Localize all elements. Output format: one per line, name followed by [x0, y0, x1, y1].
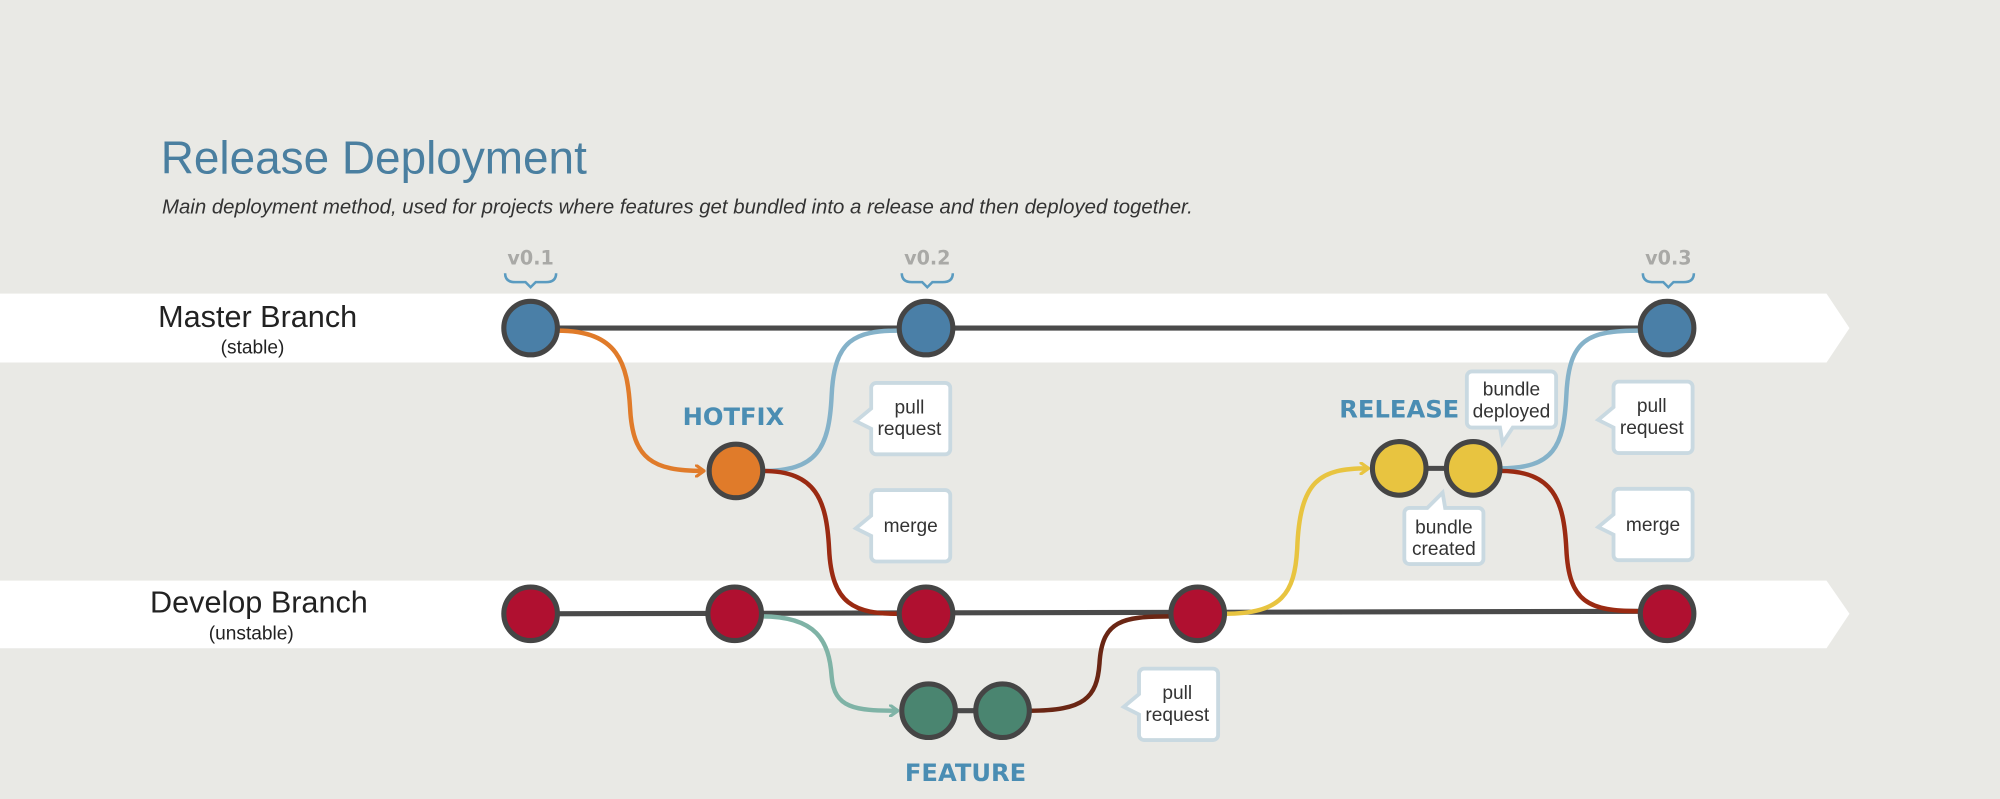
branch-name: Master Branch [158, 300, 357, 334]
callout [852, 381, 953, 457]
callout [1402, 488, 1486, 566]
nodes [501, 298, 1697, 741]
hotfix-merge [762, 468, 900, 617]
commit [1369, 439, 1429, 498]
commit [1637, 298, 1697, 358]
callout-text: created [1412, 539, 1476, 560]
hotfix-label: HOTFIX [683, 403, 785, 431]
develop-line [530, 608, 1668, 617]
callout-text: request [1145, 705, 1209, 726]
callout [1594, 486, 1695, 563]
callout [1120, 666, 1221, 742]
commit [973, 681, 1032, 741]
commit [1637, 584, 1697, 644]
feature-branch [761, 614, 896, 710]
release-label: RELEASE [1339, 395, 1459, 423]
callout [852, 488, 953, 564]
callout-text: pull [1162, 683, 1192, 704]
commit [501, 584, 560, 644]
release-merge [1499, 468, 1641, 614]
commit [706, 441, 766, 501]
version: v0.2 [904, 246, 950, 269]
hotfix-branch [557, 328, 702, 471]
version: v0.1 [507, 246, 553, 269]
release-branch [1224, 468, 1367, 617]
callout-text: pull [1637, 396, 1667, 417]
brace [1641, 273, 1696, 290]
commit [896, 298, 956, 358]
commit [501, 298, 560, 358]
release-merge [1499, 328, 1641, 471]
branch-name: Develop Branch [150, 586, 368, 620]
callout-text: merge [1626, 515, 1680, 536]
commit [705, 584, 765, 644]
title: Release Deployment [161, 132, 587, 184]
callout-text: deployed [1473, 401, 1551, 422]
callout [1594, 379, 1695, 455]
callout-text: request [1620, 418, 1684, 439]
feature-merge [1029, 614, 1171, 713]
callout-text: pull [895, 398, 925, 419]
branch-note: (unstable) [209, 623, 294, 644]
hotfix-merge [762, 328, 900, 474]
branch-note: (stable) [221, 338, 285, 359]
version: v0.3 [1645, 246, 1691, 269]
subtitle: Main deployment method, used for project… [162, 196, 1193, 218]
brace [900, 273, 955, 290]
feature-label: FEATURE [905, 759, 1026, 787]
commit [1443, 439, 1503, 498]
callout-text: bundle [1483, 380, 1540, 401]
callout-text: merge [884, 516, 938, 537]
commit [896, 584, 956, 644]
callout-text: bundle [1415, 517, 1472, 538]
commit [899, 681, 958, 741]
commit [1168, 584, 1228, 644]
callout [1464, 369, 1559, 448]
callout-text: request [878, 419, 942, 440]
brace [503, 273, 558, 290]
